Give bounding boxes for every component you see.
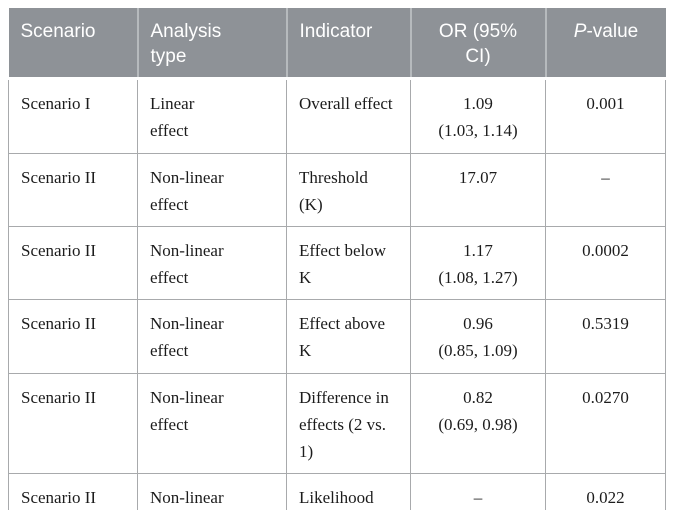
col-header-indicator: Indicator [285, 8, 411, 81]
cell-analysis-type: Non-linear effect [137, 372, 287, 475]
col-header-scenario: Scenario [8, 8, 138, 81]
cell-or-ci: 17.07 [410, 152, 546, 227]
cell-indicator: Overall effect [286, 78, 411, 154]
cell-indicator: Likelihood ratio test [286, 473, 411, 510]
results-table: Scenario Analysis type Indicator OR (95%… [8, 8, 666, 510]
cell-or-ci: 1.09 (1.03, 1.14) [410, 78, 546, 154]
table-row: Scenario II Non-linear effect Effect bel… [8, 225, 666, 301]
cell-indicator: Effect above K [286, 299, 411, 374]
cell-indicator: Difference in effects (2 vs. 1) [286, 372, 411, 475]
cell-or-ci: 0.82 (0.69, 0.98) [410, 372, 546, 475]
cell-or-ci: 0.96 (0.85, 1.09) [410, 299, 546, 374]
table-row: Scenario II Non-linear effect Threshold … [8, 152, 666, 227]
cell-analysis-type: Non-linear effect [137, 299, 287, 374]
col-header-or-ci: OR (95% CI) [409, 8, 546, 81]
p-value-italic-p: P [573, 21, 587, 42]
col-header-p-value: P-value [544, 8, 666, 81]
cell-scenario: Scenario I [8, 78, 138, 154]
cell-analysis-type: Non-linear effect [137, 152, 287, 227]
cell-scenario: Scenario II [8, 299, 138, 374]
cell-p-value: 0.0270 [545, 372, 666, 475]
cell-analysis-type: Non-linear effect [137, 473, 287, 510]
cell-or-ci: – [410, 473, 546, 510]
table-row: Scenario II Non-linear effect Likelihood… [8, 473, 666, 510]
cell-p-value: 0.001 [545, 78, 666, 154]
p-value-suffix: -value [586, 21, 639, 42]
cell-indicator: Threshold (K) [286, 152, 411, 227]
cell-p-value: 0.022 [545, 473, 666, 510]
cell-p-value: 0.0002 [545, 225, 666, 301]
cell-scenario: Scenario II [8, 225, 138, 301]
col-header-analysis-type: Analysis type [136, 8, 287, 81]
cell-analysis-type: Linear effect [137, 78, 287, 154]
cell-analysis-type: Non-linear effect [137, 225, 287, 301]
cell-p-value: – [545, 152, 666, 227]
cell-scenario: Scenario II [8, 372, 138, 475]
header-row: Scenario Analysis type Indicator OR (95%… [8, 8, 666, 81]
cell-scenario: Scenario II [8, 152, 138, 227]
cell-or-ci: 1.17 (1.08, 1.27) [410, 225, 546, 301]
table-row: Scenario II Non-linear effect Difference… [8, 372, 666, 475]
cell-scenario: Scenario II [8, 473, 138, 510]
cell-indicator: Effect below K [286, 225, 411, 301]
table-row: Scenario I Linear effect Overall effect … [8, 78, 666, 154]
cell-p-value: 0.5319 [545, 299, 666, 374]
table-row: Scenario II Non-linear effect Effect abo… [8, 299, 666, 374]
